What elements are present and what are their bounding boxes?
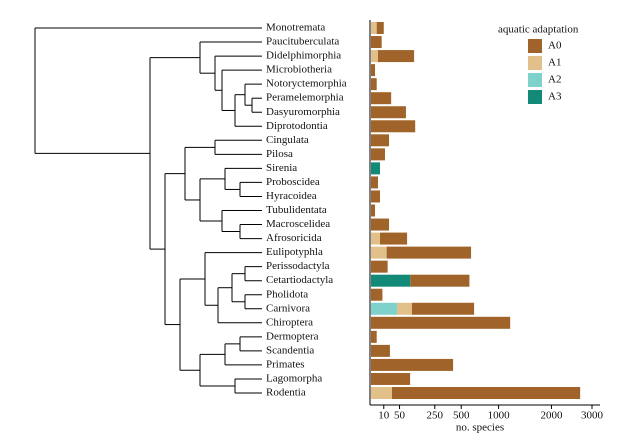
category-label: Hyracoidea — [266, 190, 317, 202]
bar-segment — [410, 274, 470, 287]
x-tick-label: 10 — [378, 410, 390, 422]
legend-swatch — [528, 39, 542, 53]
category-label: Diprotodontia — [266, 120, 328, 132]
bar-segment — [376, 22, 384, 34]
legend-label: A3 — [548, 91, 562, 103]
bar-segment — [386, 246, 472, 259]
x-tick-label: 250 — [427, 410, 444, 422]
category-label: Afrosoricida — [266, 232, 322, 244]
bar-segment — [371, 120, 416, 133]
bar-segment — [391, 387, 581, 399]
bar-segment — [371, 106, 406, 119]
bar-segment — [371, 288, 383, 301]
bar-segment — [371, 344, 390, 357]
bar-segment — [371, 316, 511, 329]
legend-label: A1 — [548, 57, 561, 69]
category-label: Dermoptera — [266, 330, 319, 342]
bar-segment — [380, 232, 408, 245]
category-label: Macroscelidea — [266, 218, 330, 230]
bar-segment — [371, 246, 387, 259]
bar-segment — [371, 50, 378, 63]
category-label: Microbiotheria — [266, 64, 332, 76]
category-label: Peramelemorphia — [266, 92, 344, 104]
category-label: Carnivora — [266, 302, 310, 314]
category-label: Primates — [266, 358, 305, 370]
bar-segment — [371, 274, 411, 287]
category-label: Notoryctemorphia — [266, 78, 347, 90]
category-label: Tubulidentata — [266, 204, 327, 216]
category-label: Proboscidea — [266, 176, 320, 188]
bar-segment — [377, 50, 415, 63]
category-label: Pholidota — [266, 288, 308, 300]
bar-segment — [371, 218, 390, 231]
x-tick-label: 3000 — [581, 410, 604, 422]
category-label: Cingulata — [266, 134, 309, 146]
x-tick-label: 2000 — [540, 410, 563, 422]
bar-segment — [371, 92, 392, 105]
category-label: Didelphimorphia — [266, 50, 341, 62]
x-tick-label: 500 — [453, 410, 470, 422]
category-label: Paucituberculata — [266, 36, 339, 48]
x-tick-label: 50 — [394, 410, 406, 422]
bar-segment — [371, 22, 377, 34]
x-axis-label: no. species — [456, 422, 504, 434]
bar-segment — [371, 176, 378, 189]
category-label: Chiroptera — [266, 316, 313, 328]
category-label: Perissodactyla — [266, 260, 330, 272]
category-label: Lagomorpha — [266, 372, 322, 384]
bar-segment — [411, 302, 475, 315]
bar-segment — [371, 232, 381, 245]
bar-segment — [371, 134, 390, 147]
category-label: Pilosa — [266, 148, 293, 160]
category-label: Dasyuromorphia — [266, 106, 340, 118]
x-tick-label: 1000 — [488, 410, 511, 422]
bar-segment — [371, 330, 377, 343]
bar-segment — [371, 36, 382, 49]
bar-segment — [371, 372, 411, 385]
legend-swatch — [528, 73, 542, 87]
category-label: Rodentia — [266, 387, 306, 399]
category-label: Monotremata — [266, 22, 325, 34]
bar-segment — [371, 162, 381, 175]
bar-segment — [371, 358, 454, 371]
legend-swatch — [528, 56, 542, 70]
bar-segment — [371, 387, 392, 399]
bar-segment — [371, 78, 377, 91]
category-label: Cetartiodactyla — [266, 274, 333, 286]
bar-segment — [371, 204, 376, 217]
category-label: Eulipotyphla — [266, 246, 323, 258]
bar-segment — [371, 64, 376, 77]
legend-title: aquatic adaptation — [498, 24, 579, 36]
category-label: Sirenia — [266, 162, 297, 174]
bar-segment — [397, 302, 412, 315]
legend-label: A0 — [548, 40, 562, 52]
bar-segment — [371, 302, 398, 315]
category-label: Scandentia — [266, 344, 314, 356]
bar-segment — [371, 190, 381, 203]
bar-segment — [371, 260, 388, 273]
legend-label: A2 — [548, 74, 561, 86]
legend-swatch — [528, 90, 542, 104]
bar-segment — [371, 148, 385, 161]
